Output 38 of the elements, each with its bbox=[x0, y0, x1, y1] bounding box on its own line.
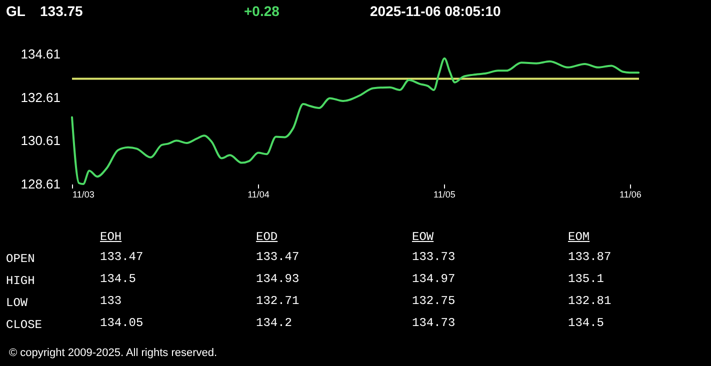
x-tick-label: 11/06 bbox=[620, 190, 642, 200]
text: 134.05 bbox=[100, 316, 144, 330]
text: 134.73 bbox=[412, 316, 456, 330]
text: +0.28 bbox=[244, 3, 280, 19]
text: 132.71 bbox=[256, 294, 300, 308]
text: 134.5 bbox=[100, 272, 136, 286]
line-series bbox=[71, 57, 640, 185]
text: 135.1 bbox=[568, 272, 604, 286]
text: 133.87 bbox=[568, 250, 612, 264]
chart-title: GL bbox=[6, 3, 26, 19]
category-label: CLOSE bbox=[6, 318, 42, 332]
category-label: OPEN bbox=[6, 252, 35, 266]
text: 2025-11-06 08:05:10 bbox=[370, 3, 501, 19]
text: 133.73 bbox=[412, 250, 456, 264]
text: 133.47 bbox=[100, 250, 144, 264]
category-label: LOW bbox=[6, 296, 28, 310]
category-label: EOD bbox=[256, 230, 278, 244]
category-label: EOH bbox=[100, 230, 122, 244]
text: 133 bbox=[100, 294, 122, 308]
x-tick-label: 11/04 bbox=[248, 190, 270, 200]
y-tick-label: 134.61 bbox=[20, 46, 60, 62]
text: 134.97 bbox=[412, 272, 456, 286]
y-tick-label: 132.61 bbox=[20, 90, 60, 105]
x-tick-label: 11/05 bbox=[434, 190, 456, 200]
category-label: EOW bbox=[412, 230, 434, 244]
text: 132.81 bbox=[568, 294, 612, 308]
category-label: EOM bbox=[568, 230, 590, 244]
text: 133.47 bbox=[256, 250, 300, 264]
x-tick-label: 11/03 bbox=[72, 190, 94, 200]
y-tick-label: 128.61 bbox=[20, 176, 60, 192]
text: 134.2 bbox=[256, 316, 292, 330]
text: © copyright 2009-2025. All rights reserved. bbox=[9, 347, 218, 359]
text: 133.75 bbox=[40, 3, 83, 19]
y-tick-label: 130.61 bbox=[20, 133, 60, 148]
text: 132.75 bbox=[412, 294, 456, 308]
text: 134.5 bbox=[568, 316, 604, 330]
text: 134.93 bbox=[256, 272, 300, 286]
category-label: HIGH bbox=[6, 274, 35, 288]
